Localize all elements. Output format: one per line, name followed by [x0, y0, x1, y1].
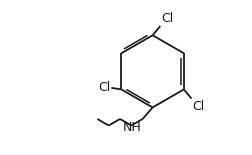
Text: NH: NH [123, 121, 141, 134]
Text: Cl: Cl [98, 81, 110, 94]
Text: Cl: Cl [161, 12, 173, 25]
Text: Cl: Cl [192, 100, 204, 113]
